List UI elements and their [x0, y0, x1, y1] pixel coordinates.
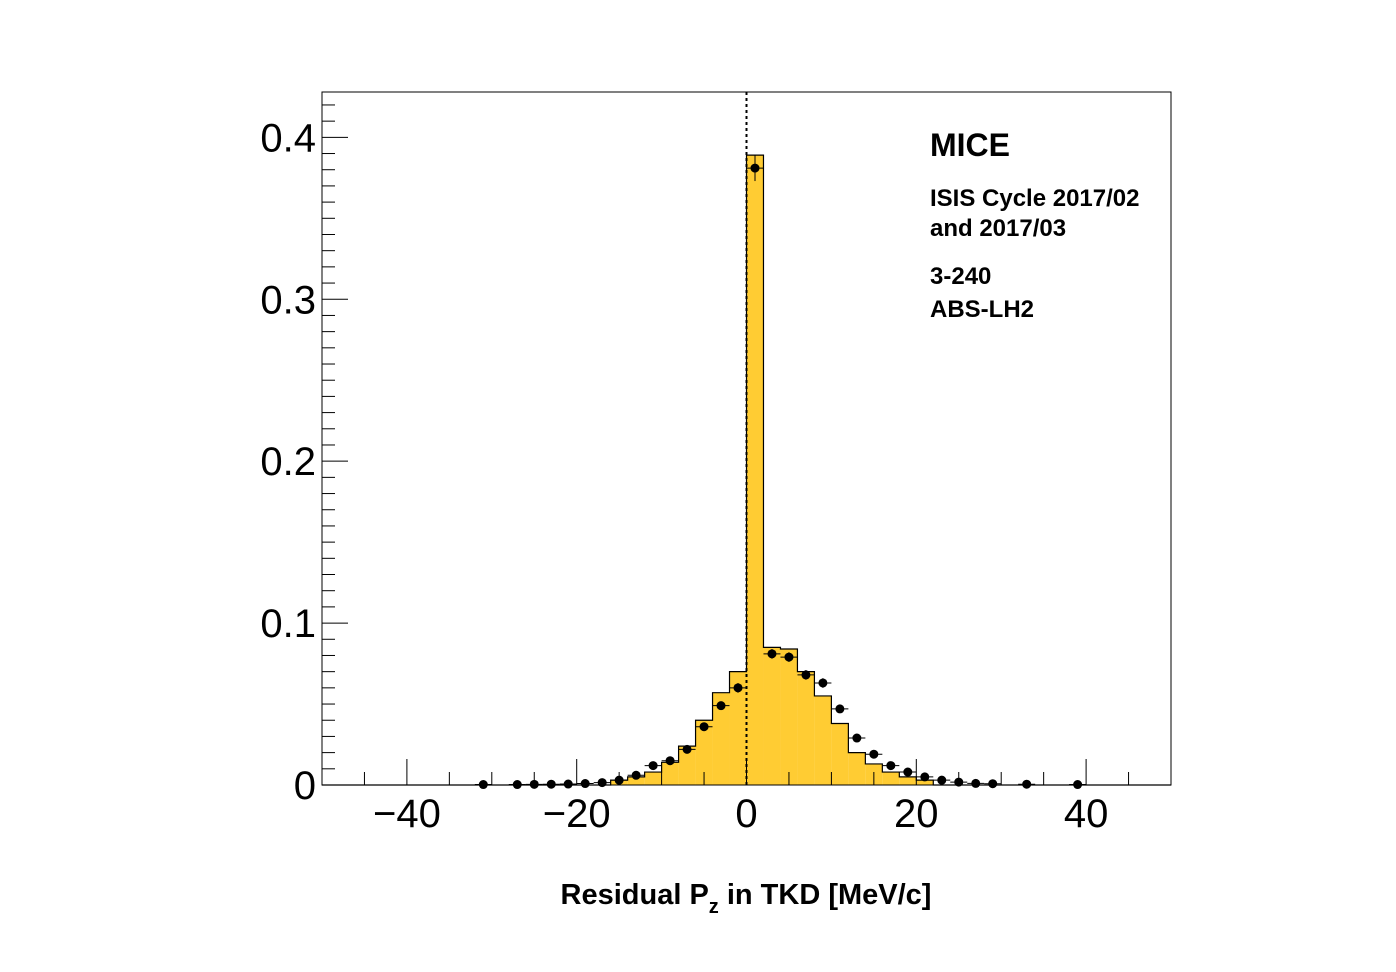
histogram-bar [746, 155, 764, 785]
histogram-bar [695, 720, 713, 785]
data-point [984, 779, 1002, 789]
y-tick-label: 0.3 [260, 278, 316, 322]
histogram-bar [678, 746, 696, 785]
data-point [967, 778, 985, 788]
data-point [916, 772, 934, 782]
data-point [661, 756, 679, 766]
data-point [627, 770, 645, 780]
histogram-bar [797, 671, 815, 785]
histogram-bar [729, 671, 747, 785]
histogram-bar [644, 772, 662, 785]
data-point [1018, 779, 1036, 789]
y-tick-label: 0.1 [260, 602, 316, 646]
data-marker [903, 767, 913, 777]
histogram-bar [661, 762, 679, 785]
data-marker [988, 779, 998, 789]
data-point [899, 767, 917, 777]
data-marker [937, 775, 947, 785]
data-point [712, 701, 730, 711]
data-marker [818, 678, 828, 688]
data-marker [665, 756, 675, 766]
histogram-bar [627, 776, 645, 785]
data-point [848, 733, 866, 743]
data-marker [631, 770, 641, 780]
data-marker [784, 652, 794, 662]
data-marker [580, 779, 590, 789]
data-marker [597, 778, 607, 788]
data-point [933, 775, 951, 785]
x-axis-ticks: −40 −20 0 20 40 [321, 759, 1172, 836]
data-point [780, 652, 798, 662]
data-point [559, 779, 577, 789]
data-marker [648, 761, 658, 771]
histogram-outline [322, 154, 1171, 786]
x-tick-label: −40 [373, 792, 441, 836]
data-marker [699, 722, 709, 732]
histogram-bar [831, 723, 849, 785]
histogram-bar [712, 692, 730, 785]
data-point [814, 678, 832, 688]
data-marker [733, 683, 743, 693]
histogram-bar [882, 772, 900, 785]
histogram-bar [899, 776, 917, 785]
x-tick-label: −20 [543, 792, 611, 836]
data-marker [869, 749, 879, 759]
data-marker [1022, 779, 1032, 789]
data-marker [971, 778, 981, 788]
annotation-line-2: and 2017/03 [930, 215, 1066, 242]
data-point [865, 749, 883, 759]
data-point [746, 155, 764, 182]
data-marker [682, 744, 692, 754]
histogram-bar [848, 752, 866, 785]
data-point [644, 761, 662, 771]
y-tick-label: 0 [294, 764, 316, 808]
data-point [763, 648, 781, 659]
data-point [797, 670, 815, 680]
data-marker [886, 761, 896, 771]
data-marker [767, 649, 777, 659]
y-axis-ticks: 0 0.1 0.2 0.3 0.4 [260, 104, 348, 808]
x-tick-label: 0 [735, 792, 757, 836]
data-point [729, 682, 747, 693]
histogram-bar [814, 695, 832, 785]
annotation-line-3: 3-240 [930, 263, 991, 290]
data-marker [750, 163, 760, 173]
data-marker [801, 670, 811, 680]
histogram-bar [763, 647, 781, 785]
data-points-layer [474, 155, 1087, 790]
data-marker [563, 779, 573, 789]
y-tick-label: 0.4 [260, 116, 316, 160]
x-tick-label: 20 [894, 792, 939, 836]
data-point [831, 704, 849, 714]
data-marker [920, 772, 930, 782]
data-point [882, 761, 900, 771]
x-tick-label: 40 [1064, 792, 1109, 836]
annotation-line-1: ISIS Cycle 2017/02 [930, 185, 1139, 212]
data-point [576, 779, 594, 789]
data-marker [546, 779, 556, 789]
histogram-bar [780, 648, 798, 785]
data-marker [835, 704, 845, 714]
histogram-layer [322, 154, 1171, 786]
y-tick-label: 0.2 [260, 440, 316, 484]
annotation-title: MICE [930, 127, 1010, 163]
annotation-line-4: ABS-LH2 [930, 296, 1034, 323]
data-marker [716, 701, 726, 711]
histogram-bar [916, 780, 934, 785]
x-axis-label: Residual Pz in TKD [MeV/c] [561, 879, 932, 918]
data-point [678, 744, 696, 754]
data-marker [852, 733, 862, 743]
data-point [695, 722, 713, 732]
annotation-block: MICE ISIS Cycle 2017/02 and 2017/03 3-24… [930, 127, 1139, 323]
